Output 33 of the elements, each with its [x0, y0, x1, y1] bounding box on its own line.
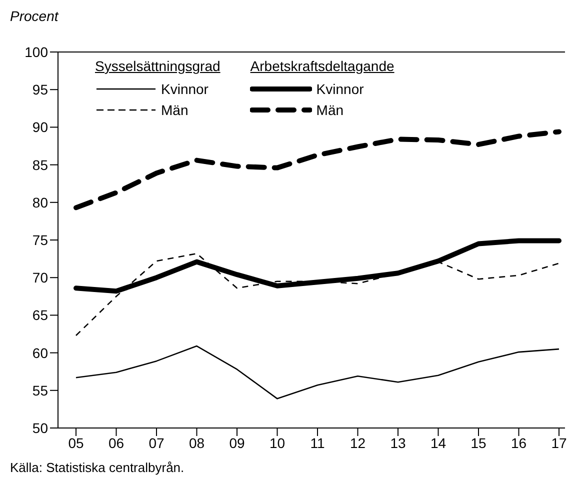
x-tick-label: 11: [310, 434, 325, 451]
y-tick-label: 65: [32, 307, 48, 324]
annotation: Sysselsättningsgrad: [95, 58, 220, 74]
x-tick-label: 10: [269, 434, 286, 451]
y-tick-label: 85: [32, 156, 48, 173]
y-tick-label: 55: [32, 382, 48, 398]
legend-label: Kvinnor: [161, 80, 208, 96]
x-tick-label: 07: [148, 434, 164, 451]
y-tick-label: 100: [24, 44, 48, 60]
x-tick-label: 17: [551, 434, 567, 451]
x-tick-label: 15: [470, 434, 486, 451]
y-tick-label: 50: [32, 420, 48, 436]
y-tick-label: 95: [32, 82, 48, 98]
x-tick-label: 08: [188, 434, 205, 451]
y-tick-label: 70: [32, 270, 48, 286]
y-tick-label: 80: [32, 194, 48, 210]
legend-label: Män: [161, 102, 188, 118]
legend-label: Kvinnor: [316, 80, 364, 96]
x-tick-label: 05: [68, 434, 84, 451]
x-tick-label: 16: [510, 434, 527, 451]
x-tick-label: 14: [430, 434, 446, 451]
x-tick-label: 09: [229, 434, 245, 451]
x-tick-label: 13: [390, 434, 406, 451]
x-tick-label: 06: [108, 434, 124, 451]
y-tick-label: 90: [32, 119, 48, 136]
legend-label: Män: [316, 102, 344, 118]
x-tick-label: 12: [350, 434, 366, 451]
y-axis-title: Procent: [10, 8, 58, 24]
annotation: Arbetskraftsdeltagande: [250, 58, 394, 74]
y-tick-label: 75: [32, 232, 48, 248]
text: Källa: Statistiska centralbyrån.: [10, 460, 184, 475]
line-series: [75, 345, 560, 400]
y-tick-label: 60: [32, 344, 48, 361]
